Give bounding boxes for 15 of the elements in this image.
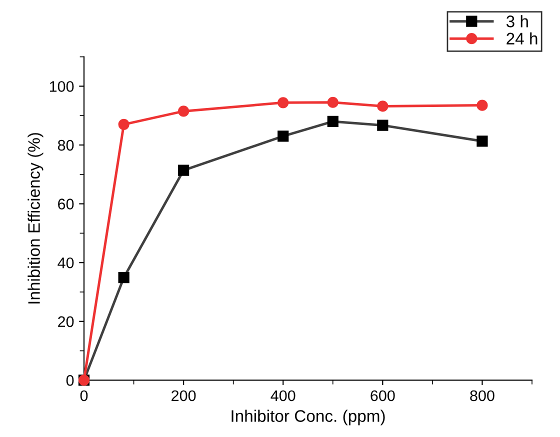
y-tick-label: 0 (66, 375, 74, 386)
x-tick-label: 0 (80, 390, 88, 402)
x-axis-title: Inhibitor Conc. (ppm) (232, 410, 385, 426)
y-tick-label: 100 (50, 81, 74, 92)
y-tick-label: 80 (58, 140, 74, 151)
y-tick-label: 20 (58, 316, 74, 328)
y-tick-label: 60 (58, 198, 74, 210)
legend-label: 3 h (506, 15, 528, 28)
y-tick-label: 40 (58, 257, 74, 268)
x-tick-label: 600 (370, 390, 395, 402)
x-tick-label: 200 (172, 390, 196, 402)
y-axis-title: Inhibition Efficiency (%) (28, 133, 44, 304)
x-tick-label: 400 (270, 390, 296, 402)
x-tick-label: 800 (470, 390, 494, 402)
legend-label: 24 h (506, 32, 538, 44)
